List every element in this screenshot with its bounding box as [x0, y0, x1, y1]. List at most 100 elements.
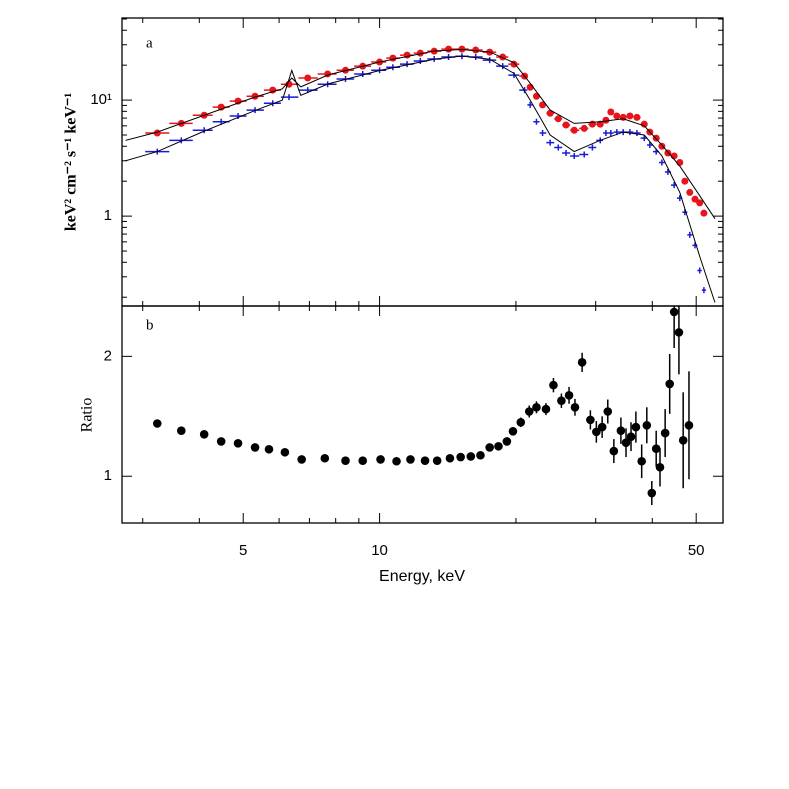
data-point: [320, 453, 330, 463]
x-tick-label: 10: [371, 542, 388, 559]
data-point: [406, 455, 415, 464]
data-point: [674, 328, 684, 337]
data-point: [549, 380, 558, 390]
data-point: [658, 142, 666, 150]
data-point: [621, 438, 631, 447]
data-point: [554, 115, 562, 123]
data-point: [640, 135, 648, 142]
data-point: [588, 144, 597, 151]
data-point: [546, 109, 554, 117]
data-point: [482, 57, 497, 64]
data-point: [508, 426, 518, 436]
data-point: [516, 417, 526, 427]
data-point: [152, 419, 162, 428]
data-point: [485, 443, 494, 452]
data-point: [697, 267, 702, 274]
data-point: [596, 120, 604, 128]
data-point: [564, 391, 574, 400]
data-point: [570, 126, 578, 134]
data-point: [392, 456, 401, 466]
data-point: [169, 137, 193, 144]
data-point: [562, 149, 571, 156]
data-point: [647, 142, 654, 149]
data-point: [546, 139, 555, 146]
data-point: [554, 144, 563, 151]
data-point: [597, 422, 607, 432]
data-point: [647, 488, 657, 498]
data-point: [445, 45, 453, 53]
data-point: [233, 438, 243, 448]
panel-label: b: [146, 317, 154, 333]
data-point: [533, 118, 540, 125]
data-point: [655, 462, 665, 472]
data-point: [532, 403, 541, 412]
data-point: [608, 130, 614, 137]
data-point: [696, 199, 704, 207]
data-point: [686, 188, 694, 196]
data-point: [432, 456, 442, 465]
data-point: [539, 101, 547, 109]
data-point: [557, 396, 566, 406]
data-point: [280, 447, 290, 457]
data-point: [472, 46, 480, 54]
data-point: [358, 456, 368, 465]
data-point: [626, 112, 634, 120]
data-point: [669, 307, 679, 317]
data-point: [376, 455, 385, 464]
data-point: [603, 407, 613, 416]
data-point: [577, 358, 587, 367]
data-point: [613, 112, 621, 120]
data-point: [637, 456, 646, 466]
data-point: [681, 177, 689, 185]
data-point: [177, 426, 186, 435]
data-point: [659, 159, 665, 166]
data-point: [640, 120, 648, 128]
data-point: [609, 446, 619, 456]
model-curve: [125, 55, 716, 303]
data-point: [199, 429, 209, 439]
data-point: [264, 444, 274, 454]
panel-label: a: [146, 35, 153, 51]
data-point: [304, 74, 312, 82]
data-point: [416, 49, 424, 57]
data-point: [678, 435, 688, 445]
data-point: [631, 422, 641, 432]
data-point: [445, 453, 455, 463]
data-point: [700, 209, 708, 217]
x-axis-label: Energy, keV: [379, 568, 465, 585]
y-tick-label: 1: [104, 467, 112, 484]
data-point: [456, 452, 465, 462]
data-point: [476, 450, 485, 460]
data-point: [466, 452, 476, 461]
data-point: [660, 428, 670, 438]
data-point: [607, 108, 615, 116]
data-point: [633, 130, 641, 137]
data-point: [524, 407, 534, 416]
data-point: [665, 379, 674, 389]
data-point: [420, 456, 430, 465]
data-point: [297, 455, 306, 464]
data-point: [192, 127, 213, 134]
model-curve: [125, 48, 716, 219]
y-tick-label: 1: [104, 207, 112, 224]
data-point: [403, 51, 411, 59]
data-point: [580, 124, 588, 132]
data-point: [626, 432, 636, 441]
data-point: [494, 441, 503, 451]
data-point: [616, 426, 626, 435]
data-point: [541, 404, 551, 414]
data-point: [216, 437, 226, 446]
data-point: [562, 121, 570, 129]
data-point: [701, 287, 707, 294]
bottom-frame: [121, 305, 724, 524]
data-point: [263, 100, 281, 107]
x-tick-label: 50: [688, 542, 705, 559]
data-point: [539, 130, 547, 137]
x-tick-label: 5: [239, 542, 247, 559]
data-point: [603, 130, 609, 137]
data-point: [389, 54, 397, 62]
data-point: [642, 420, 652, 430]
data-point: [341, 456, 350, 465]
data-point: [570, 403, 580, 412]
